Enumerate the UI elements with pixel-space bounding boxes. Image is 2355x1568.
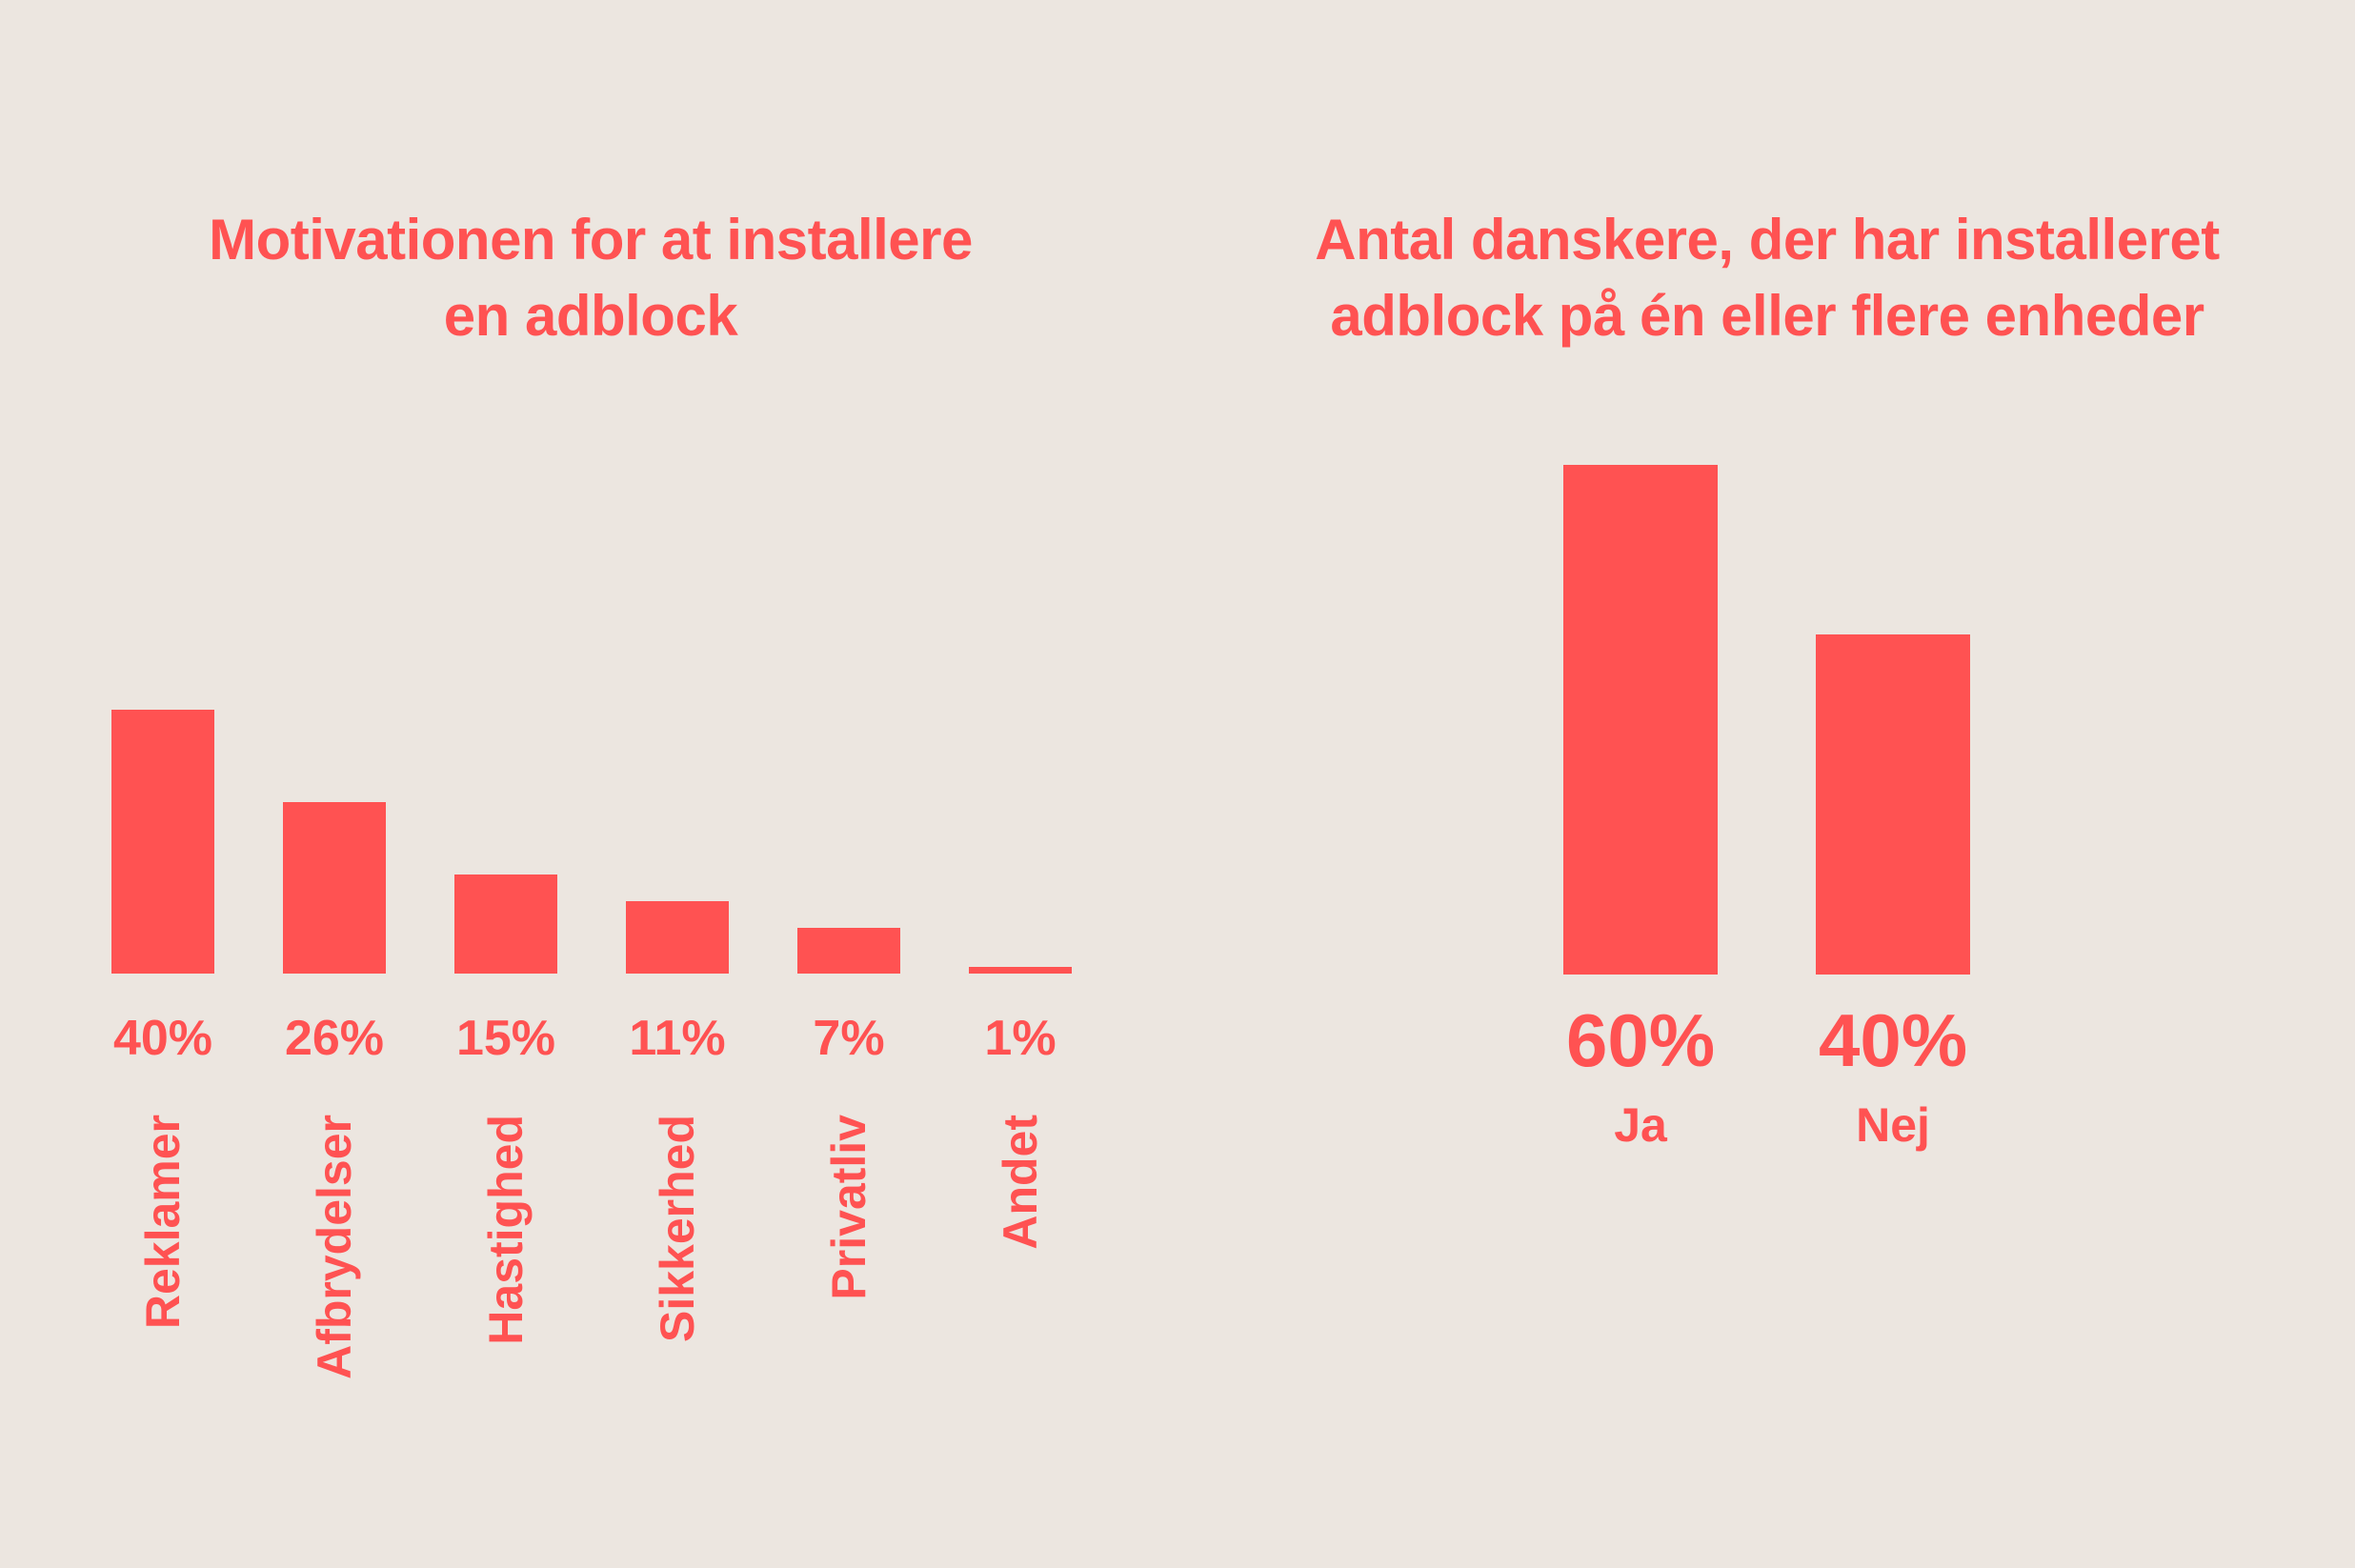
value-label-andet: 1% [984, 1011, 1057, 1066]
chart-installed-title-line1: Antal danskere, der har installeret [1315, 208, 2220, 271]
category-label-text: Hastighed [478, 1115, 533, 1345]
value-label-sikkerhed: 11% [629, 1011, 726, 1066]
value-label-nej: 40% [1818, 998, 1968, 1082]
bar-sikkerhed [626, 901, 729, 974]
chart-motivation-category-labels: Reklamer Afbrydelser Hastighed Sikkerhed Pri… [111, 1115, 1072, 1379]
chart-installed-bars [1563, 465, 1970, 975]
bar-privatliv [797, 928, 900, 974]
bar-afbrydelser [283, 802, 386, 974]
chart-motivation-title-line1: Motivationen for at installere [209, 208, 973, 271]
chart-motivation-value-labels: 40% 26% 15% 11% 7% 1% [111, 1011, 1072, 1066]
value-label-ja: 60% [1565, 998, 1716, 1082]
value-label-afbrydelser: 26% [284, 1011, 385, 1066]
chart-installed-title-line2: adblock på én eller flere enheder [1330, 284, 2204, 348]
chart-installed-value-labels: 60% 40% [1563, 998, 1970, 1082]
category-label-text: Privatliv [821, 1115, 876, 1300]
category-label-privatliv: Privatliv [797, 1115, 900, 1300]
category-label-text: Reklamer [135, 1115, 190, 1330]
value-label-reklamer: 40% [112, 1011, 213, 1066]
bar-nej [1816, 634, 1970, 975]
chart-motivation-bars [111, 707, 1072, 974]
chart-motivation-title: Motivationen for at installere en adbloc… [114, 202, 1067, 354]
category-label-reklamer: Reklamer [111, 1115, 214, 1329]
value-label-hastighed: 15% [455, 1011, 556, 1066]
bar-reklamer [111, 710, 214, 974]
category-label-sikkerhed: Sikkerhed [626, 1115, 729, 1342]
bar-andet [969, 967, 1072, 974]
chart-motivation-title-line2: en adblock [443, 284, 738, 348]
category-label-afbrydelser: Afbrydelser [283, 1115, 386, 1379]
category-label-ja: Ja [1614, 1098, 1667, 1152]
category-label-text: Afbrydelser [307, 1115, 361, 1379]
category-label-hastighed: Hastighed [454, 1115, 557, 1345]
category-label-text: Sikkerhed [650, 1115, 704, 1343]
category-label-andet: Andet [969, 1115, 1072, 1250]
category-label-nej: Nej [1856, 1098, 1930, 1152]
bar-ja [1563, 465, 1718, 975]
chart-installed-category-labels: Ja Nej [1563, 1101, 1970, 1149]
category-label-text: Andet [993, 1115, 1047, 1250]
bar-hastighed [454, 874, 557, 974]
chart-installed-title: Antal danskere, der har installeret adbl… [1291, 202, 2244, 354]
value-label-privatliv: 7% [813, 1011, 885, 1066]
